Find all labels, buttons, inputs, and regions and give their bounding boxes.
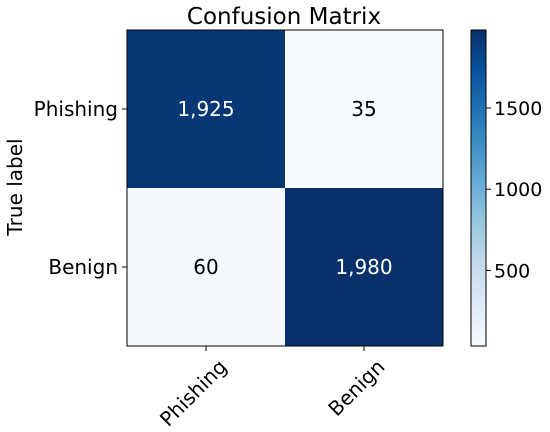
cell-value-labels: 1,925 35 60 1,980 xyxy=(177,97,392,279)
heatmap-cell xyxy=(127,188,285,346)
cell-value-label: 60 xyxy=(193,255,218,279)
heatmap-cell xyxy=(127,30,285,188)
cell-value-label: 1,925 xyxy=(177,97,234,121)
column-tick-label: Phishing xyxy=(155,355,232,432)
column-tick-label: Benign xyxy=(323,355,389,421)
y-axis-label: True label xyxy=(3,138,27,236)
heatmap-cell xyxy=(285,30,443,188)
cell-value-label: 1,980 xyxy=(335,255,392,279)
heatmap-cells xyxy=(127,30,443,346)
row-tick-labels: Phishing Benign xyxy=(34,97,127,279)
chart-title: Confusion Matrix xyxy=(187,4,381,30)
colorbar-tick-label: 1500 xyxy=(494,98,542,120)
row-tick-label: Phishing xyxy=(34,97,118,121)
row-tick-label: Benign xyxy=(48,255,118,279)
colorbar xyxy=(470,29,487,347)
heatmap-cell xyxy=(285,188,443,346)
plot-frame xyxy=(126,29,444,347)
column-tick-labels: Phishing Benign xyxy=(155,346,390,431)
colorbar-ticks: 500 1000 1500 xyxy=(486,98,542,282)
cell-value-label: 35 xyxy=(351,97,376,121)
colorbar-tick-label: 1000 xyxy=(494,179,542,201)
colorbar-tick-label: 500 xyxy=(494,260,530,282)
